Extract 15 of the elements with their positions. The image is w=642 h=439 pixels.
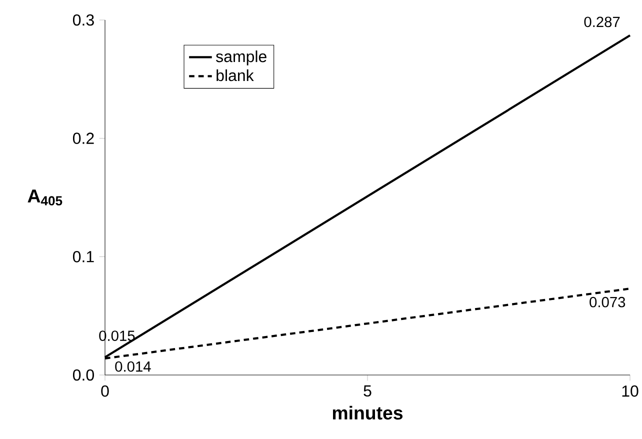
- y-tick-label: 0.1: [72, 251, 94, 262]
- y-axis-title: A$_{405}$: [28, 190, 62, 206]
- legend-label: sample: [216, 50, 266, 66]
- x-tick-label: 10: [622, 385, 638, 397]
- x-tick-label: 5: [364, 385, 372, 397]
- y-tick-label: 0.2: [72, 132, 94, 144]
- x-axis-title: minutes: [332, 406, 403, 420]
- data-label: 0.073: [590, 296, 626, 308]
- data-label: 0.287: [584, 16, 620, 28]
- data-label: 0.015: [99, 330, 135, 341]
- x-tick-label: 0: [101, 385, 109, 397]
- legend-label: blank: [216, 69, 254, 82]
- y-tick-label: 0.3: [72, 14, 94, 26]
- data-label: 0.014: [115, 361, 151, 372]
- y-tick-label: 0.0: [72, 369, 94, 381]
